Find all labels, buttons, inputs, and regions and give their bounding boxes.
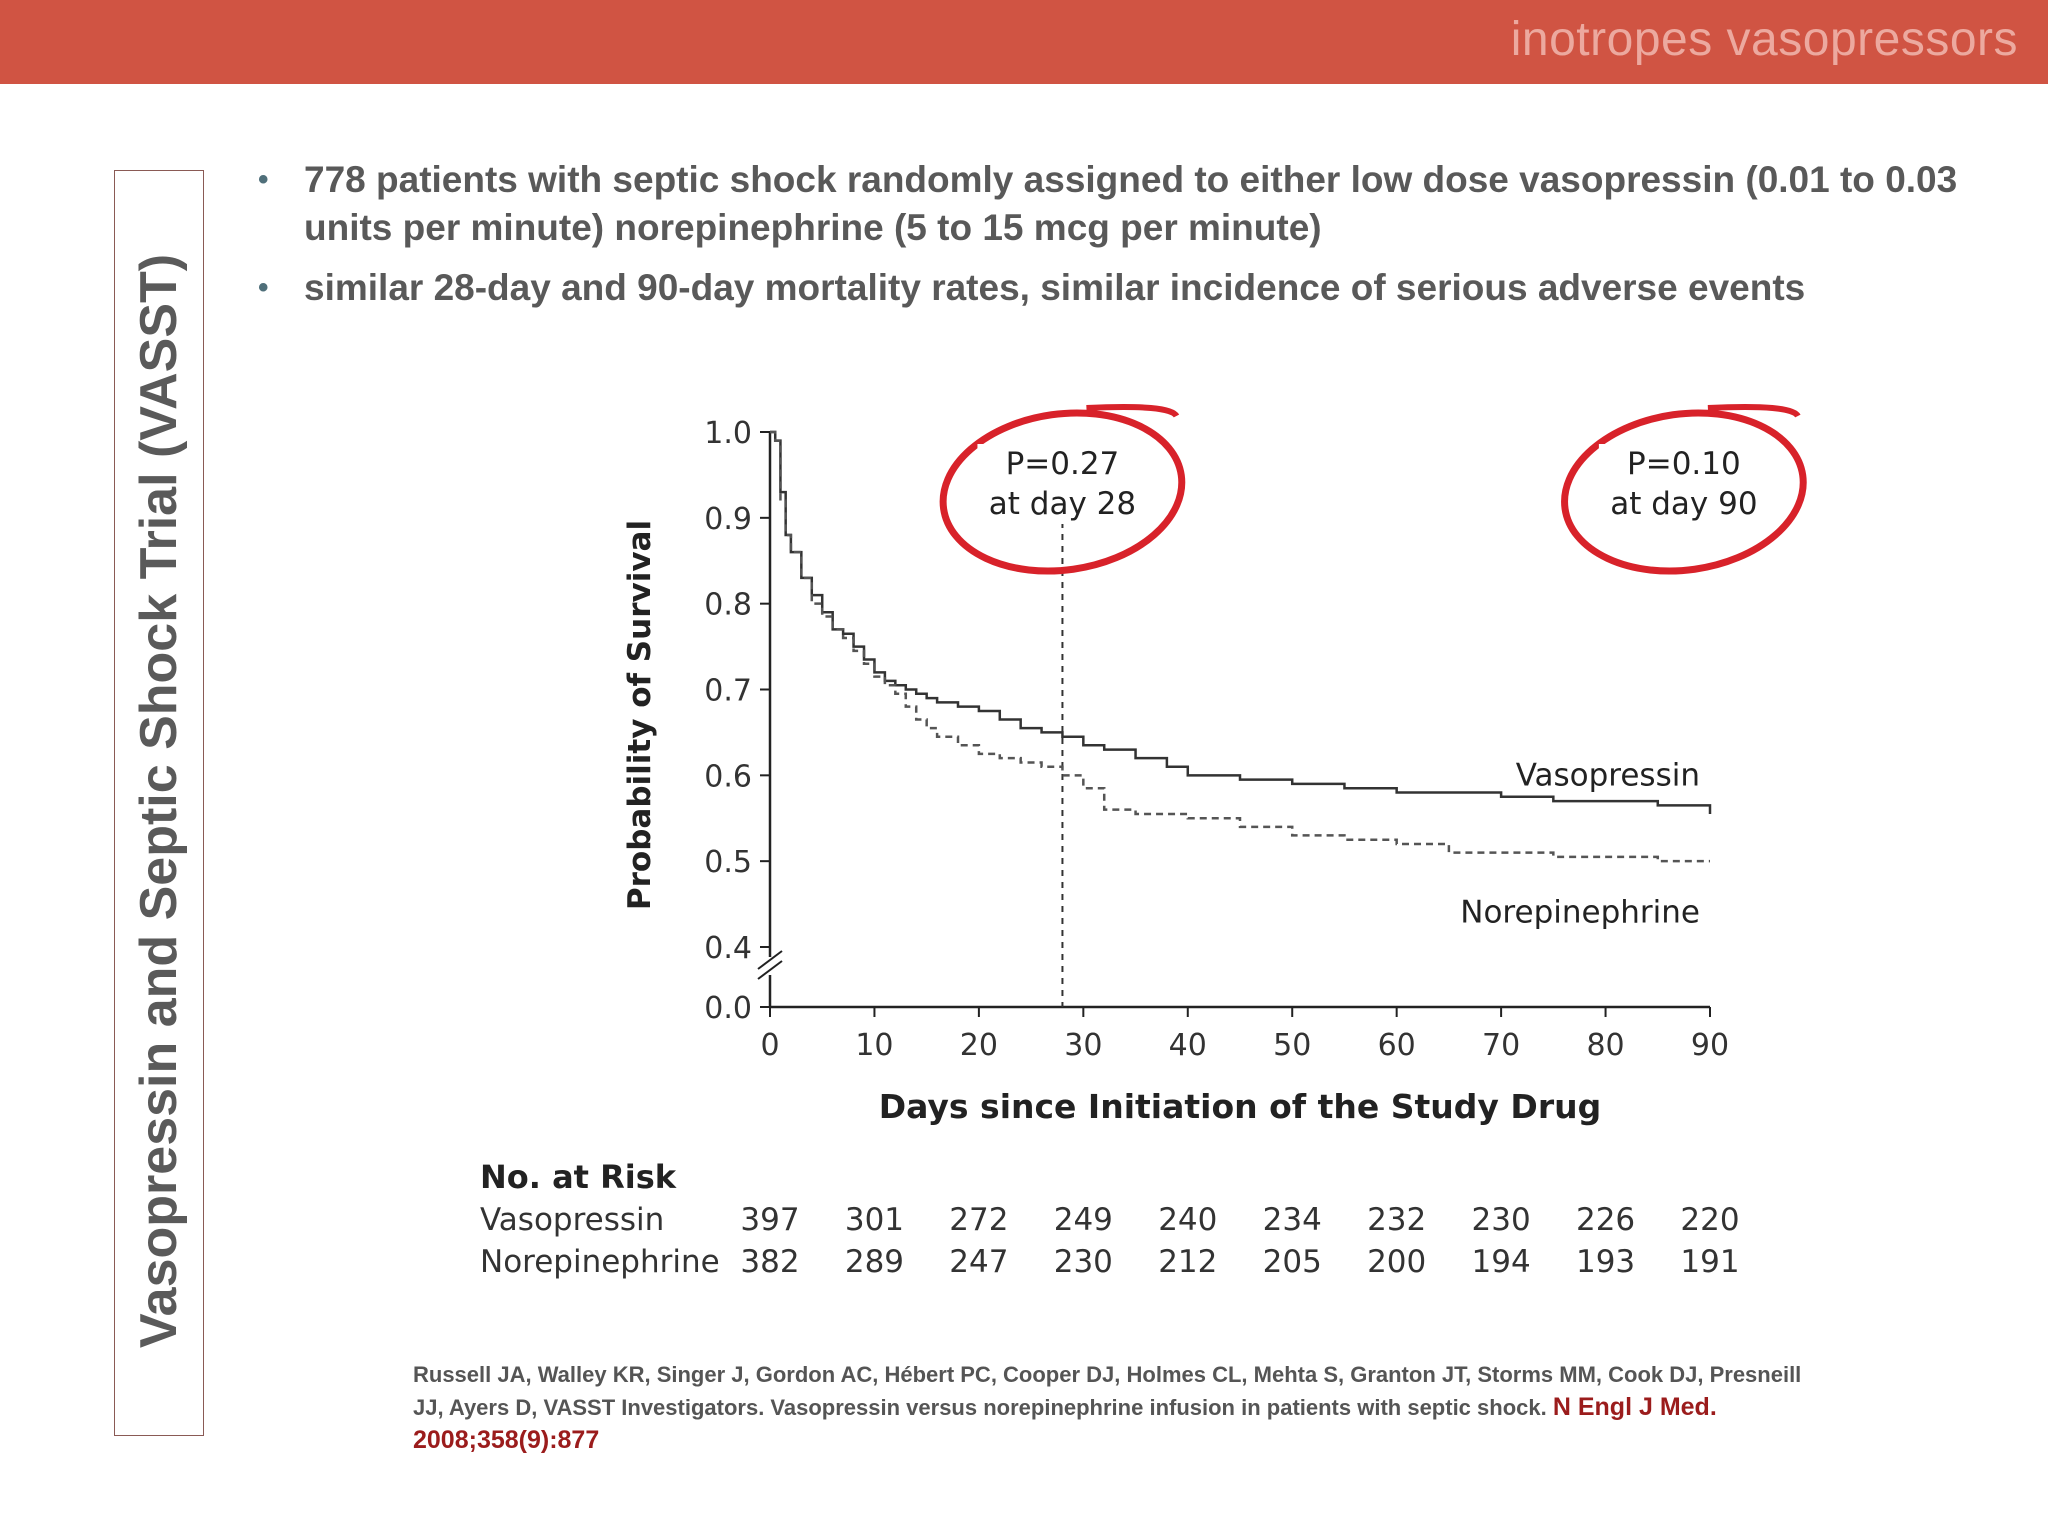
side-title-box — [114, 170, 204, 1436]
annotation-text: P=0.27 — [1006, 446, 1120, 482]
annotation-circle — [1561, 409, 1807, 575]
axis-break-mark — [757, 950, 783, 970]
annotation-text: P=0.10 — [1627, 446, 1741, 482]
x-tick-label: 70 — [1482, 1028, 1520, 1063]
annotation-layer: P=0.27 at day 28 P=0.10 at day 90 — [939, 404, 1807, 575]
annotation-text: at day 28 — [989, 486, 1136, 522]
citation-authors: Russell JA, Walley KR, Singer J, Gordon … — [413, 1362, 1802, 1420]
risk-value: 194 — [1472, 1244, 1531, 1280]
bullet-item: • 778 patients with septic shock randomly… — [258, 156, 1998, 252]
risk-value: 193 — [1576, 1244, 1635, 1280]
slide-title: Vasopressin and Septic Shock Trial (VASS… — [130, 253, 188, 1349]
annotation-text-bg — [1598, 484, 1769, 524]
risk-table-svg: No. at Risk Vasopressin Norepinephrine 3… — [480, 1158, 1740, 1280]
y-axis-label: Probability of Survival — [622, 520, 658, 910]
x-tick-label: 80 — [1586, 1028, 1624, 1063]
bullet-dot-icon: • — [258, 271, 269, 304]
y-tick-label: 0.7 — [704, 674, 752, 709]
risk-value: 301 — [845, 1202, 904, 1238]
citation: Russell JA, Walley KR, Singer J, Gordon … — [413, 1358, 1833, 1457]
bullet-text: similar 28-day and 90-day mortality rate… — [304, 267, 1806, 308]
x-tick-label: 40 — [1169, 1028, 1207, 1063]
survival-chart: Probability of Survival Days since Initi… — [622, 404, 1807, 1126]
y-tick-label: 1.0 — [704, 416, 752, 451]
risk-value: 247 — [949, 1244, 1008, 1280]
risk-value: 234 — [1263, 1202, 1322, 1238]
risk-value: 212 — [1158, 1244, 1217, 1280]
chart-axes: 0.0 0.4 0.5 0.6 0.7 0.8 0.9 1.0 0 10 20 30 40 50 60 70 8… — [704, 416, 1729, 1063]
risk-row-label-vasopressin: Vasopressin — [480, 1202, 664, 1238]
y-tick-label: 0.0 — [704, 991, 752, 1026]
risk-value: 272 — [949, 1202, 1008, 1238]
risk-value: 200 — [1367, 1244, 1426, 1280]
series-layer: Vasopressin Norepinephrine — [770, 430, 1712, 931]
risk-value: 220 — [1680, 1202, 1739, 1238]
bullet-dot-icon: • — [258, 163, 269, 196]
x-tick-label: 50 — [1273, 1028, 1311, 1063]
y-tick-label: 0.8 — [704, 588, 752, 623]
risk-value: 205 — [1263, 1244, 1322, 1280]
risk-value: 382 — [740, 1244, 799, 1280]
risk-value: 230 — [1472, 1202, 1531, 1238]
risk-table-title: No. at Risk — [480, 1158, 677, 1196]
x-tick-label: 30 — [1064, 1028, 1102, 1063]
risk-row-label-norepinephrine: Norepinephrine — [480, 1244, 720, 1280]
x-tick-label: 0 — [760, 1028, 779, 1063]
annotation-circle — [939, 409, 1186, 575]
header-bar: inotropes vasopressors — [0, 0, 2048, 84]
annotation-text-bg — [977, 444, 1148, 484]
annotation-text: at day 90 — [1610, 486, 1757, 522]
series-line-vasopressin — [770, 430, 1712, 814]
risk-value: 230 — [1054, 1244, 1113, 1280]
annotation-circle-tail — [1707, 404, 1801, 418]
x-tick-label: 20 — [960, 1028, 998, 1063]
annotation-circle-tail — [1086, 404, 1180, 418]
y-tick-label: 0.5 — [704, 845, 752, 880]
risk-value: 240 — [1158, 1202, 1217, 1238]
risk-value: 249 — [1054, 1202, 1113, 1238]
series-line-norepinephrine — [770, 430, 1710, 863]
series-label-vasopressin: Vasopressin — [1516, 757, 1700, 793]
y-tick-label: 0.9 — [704, 502, 752, 537]
annotation-text-bg — [1598, 444, 1769, 484]
y-tick-label: 0.6 — [704, 759, 752, 794]
citation-journal: N Engl J Med. 2008;358(9):877 — [413, 1393, 1717, 1454]
risk-table: No. at Risk Vasopressin Norepinephrine 3… — [478, 1150, 1778, 1294]
x-axis-label: Days since Initiation of the Study Drug — [879, 1087, 1601, 1126]
bullet-item: • similar 28-day and 90-day mortality rat… — [258, 264, 1998, 312]
risk-value: 232 — [1367, 1202, 1426, 1238]
risk-value: 191 — [1680, 1244, 1739, 1280]
risk-value: 289 — [845, 1244, 904, 1280]
x-tick-label: 90 — [1691, 1028, 1729, 1063]
y-tick-label: 0.4 — [704, 931, 752, 966]
x-tick-label: 60 — [1378, 1028, 1416, 1063]
section-title: inotropes vasopressors — [1510, 13, 2018, 66]
annotation-text-bg — [977, 484, 1148, 524]
series-label-norepinephrine: Norepinephrine — [1460, 895, 1700, 931]
risk-value: 226 — [1576, 1202, 1635, 1238]
axis-break-mark — [757, 960, 783, 980]
bullet-text: 778 patients with septic shock randomly … — [304, 159, 1958, 248]
risk-value: 397 — [740, 1202, 799, 1238]
bullet-list: • 778 patients with septic shock randomly… — [258, 156, 1998, 324]
risk-values: 397 301 272 249 240 234 232 230 226 220 382 289 247 2… — [740, 1202, 1739, 1280]
x-tick-label: 10 — [855, 1028, 893, 1063]
